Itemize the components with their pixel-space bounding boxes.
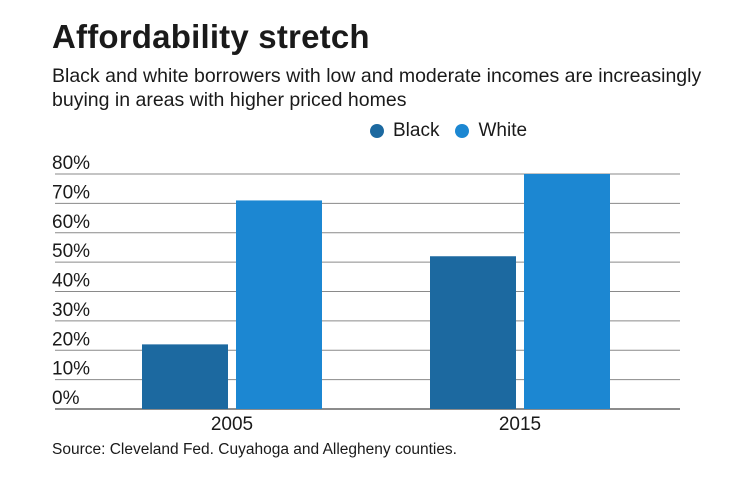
y-tick-label: 30%: [52, 300, 90, 321]
legend-swatch-white: [455, 124, 470, 138]
legend-label-black: Black: [393, 120, 440, 141]
bar-black-2005: [142, 344, 228, 409]
chart-subtitle: Black and white borrowers with low and m…: [52, 65, 702, 111]
bar-white-2005: [236, 200, 322, 409]
y-tick-label: 40%: [52, 271, 90, 292]
x-tick-label: 2005: [211, 414, 253, 435]
y-tick-label: 60%: [52, 212, 90, 233]
y-tick-label: 50%: [52, 241, 90, 262]
x-tick-label: 2015: [499, 414, 541, 435]
bar-white-2015: [524, 174, 610, 409]
y-tick-label: 70%: [52, 182, 90, 203]
bar-black-2015: [430, 256, 516, 409]
legend-label-white: White: [478, 120, 528, 141]
source-note: Source: Cleveland Fed. Cuyahoga and Alle…: [52, 441, 457, 458]
y-tick-label: 10%: [52, 359, 90, 380]
y-tick-label: 0%: [52, 388, 80, 409]
chart-title: Affordability stretch: [52, 18, 370, 55]
y-tick-label: 20%: [52, 329, 90, 350]
legend-item-white: White: [455, 120, 527, 142]
legend-item-black: Black: [370, 120, 439, 142]
legend: Black White: [370, 120, 543, 142]
legend-swatch-black: [370, 124, 384, 138]
y-tick-label: 80%: [52, 153, 90, 174]
